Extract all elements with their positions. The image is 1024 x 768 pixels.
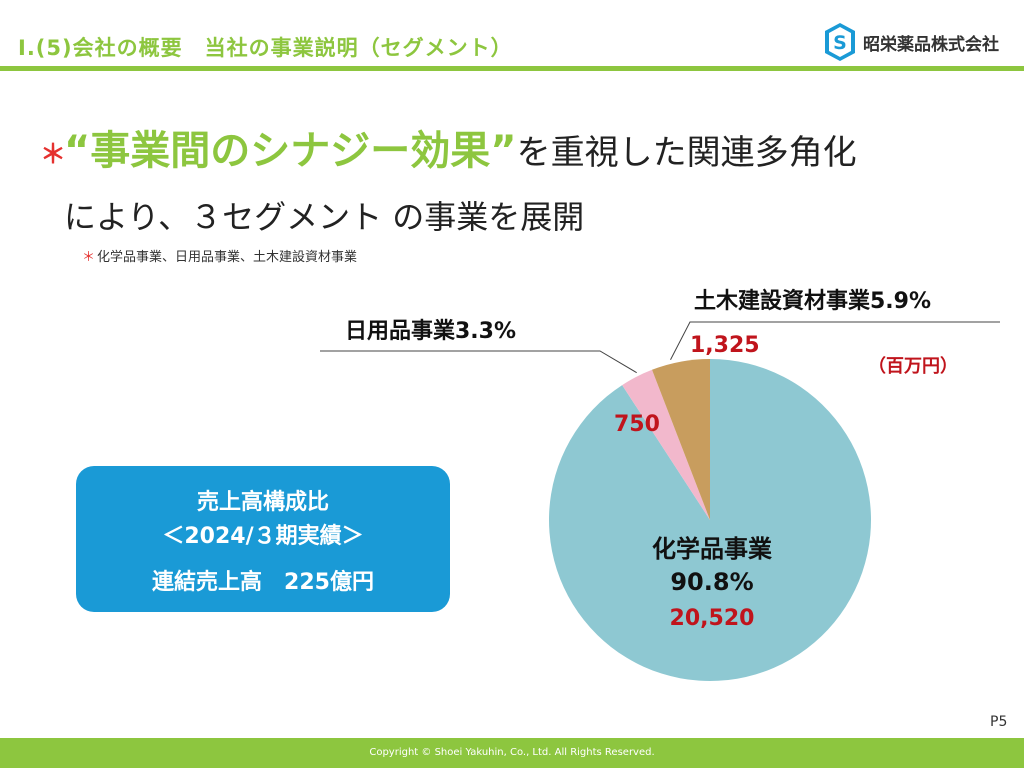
headline-emphasis: “事業間のシナジー効果” (64, 128, 517, 174)
page-number: P5 (990, 714, 1008, 730)
footer-bar: Copyright © Shoei Yakuhin, Co., Ltd. All… (0, 738, 1024, 768)
company-logo-icon: S (825, 23, 855, 61)
leader-line-2 (670, 321, 1000, 360)
slice-label-value-0: 20,520 (670, 606, 755, 631)
svg-text:S: S (833, 32, 847, 54)
company-name: 昭栄薬品株式会社 (863, 34, 999, 55)
box-period: ＜2024/３期実績＞ (162, 524, 364, 549)
slice-label-value-1: 750 (614, 412, 660, 437)
pie-slice-2 (652, 359, 710, 520)
box-consolidated-sales: 連結売上高 225億円 (152, 570, 374, 595)
headline-rest: を重視した関連多角化 (516, 133, 857, 173)
slice-label-value-2: 1,325 (690, 333, 760, 358)
slice-label-percent-0: 90.8% (670, 568, 753, 596)
footnote-asterisk: ＊ (82, 250, 96, 265)
headline-asterisk: ＊ (40, 140, 67, 170)
pie-slice-1 (622, 369, 710, 520)
footnote: ＊化学品事業、日用品事業、土木建設資材事業 (82, 246, 357, 265)
sales-composition-box: 売上高構成比 ＜2024/３期実績＞ 連結売上高 225億円 (76, 466, 450, 612)
leader-line-1 (320, 350, 637, 374)
slice-label-name-1: 日用品事業3.3% (345, 318, 516, 344)
box-title: 売上高構成比 (196, 490, 329, 515)
slice-label-name-0: 化学品事業 (652, 535, 772, 563)
headline: “事業間のシナジー効果”を重視した関連多角化 (64, 128, 857, 174)
footnote-text: 化学品事業、日用品事業、土木建設資材事業 (97, 250, 358, 265)
page-title: Ⅰ.(5)会社の概要 当社の事業説明（セグメント） (18, 36, 513, 60)
headline-line2: により、３セグメント の事業を展開 (64, 198, 585, 236)
copyright-text: Copyright © Shoei Yakuhin, Co., Ltd. All… (369, 747, 655, 758)
header-divider (0, 66, 1024, 71)
unit-label: （百万円） (868, 356, 958, 377)
company-logo: S 昭栄薬品株式会社 (823, 22, 999, 62)
slice-label-name-2: 土木建設資材事業5.9% (694, 288, 931, 314)
